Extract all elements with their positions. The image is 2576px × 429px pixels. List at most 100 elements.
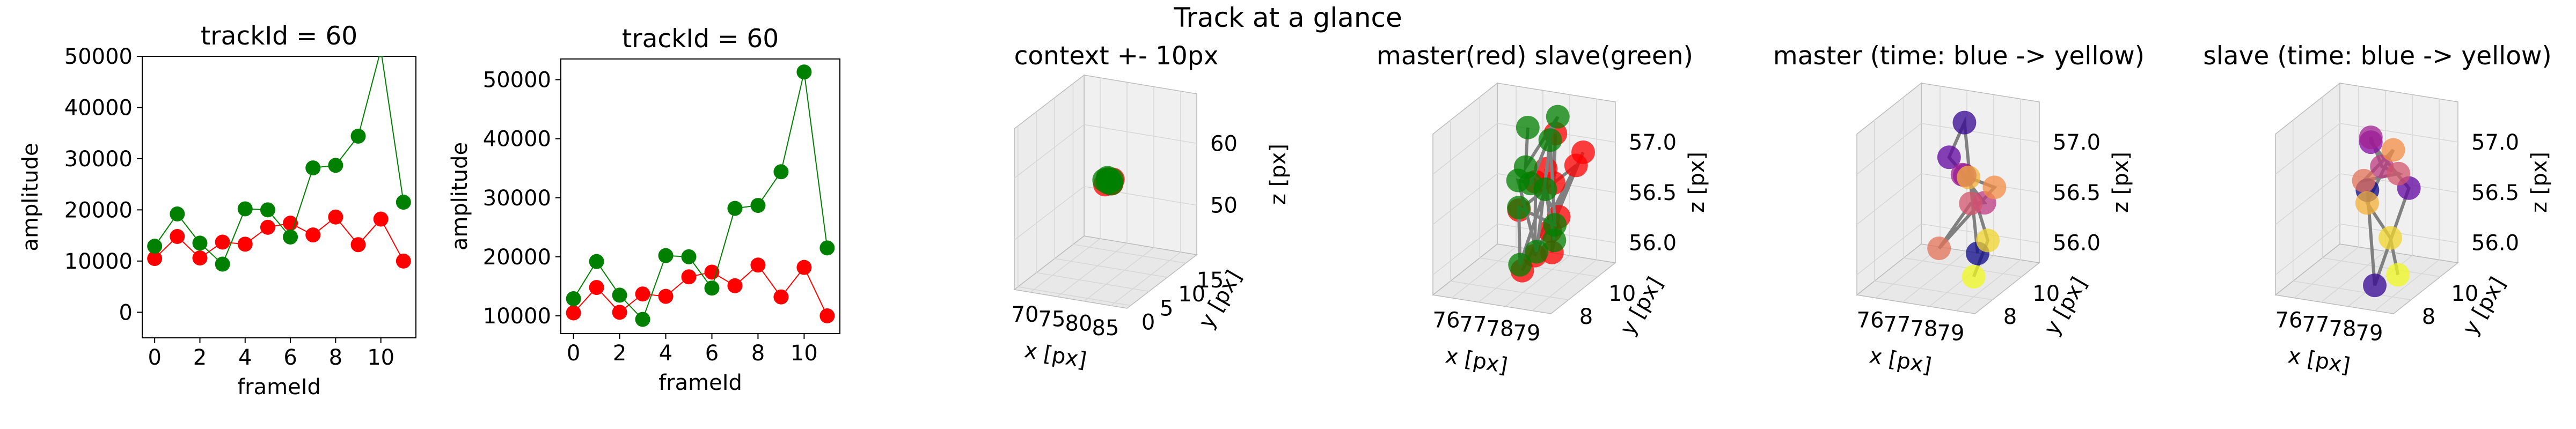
- grid-line: [1956, 99, 2021, 312]
- y-tick-label: 30000: [483, 186, 551, 211]
- x-tick-label: 77: [1460, 313, 1487, 337]
- x-tick-label: 4: [238, 345, 252, 370]
- line-chart-1: 0 2 4 6 8 10 10000 20000 30000 40000 50000 trackId …: [448, 24, 840, 395]
- grid-line: [1874, 120, 1993, 300]
- data-point: [2387, 161, 2411, 186]
- grid-line: [2374, 99, 2440, 312]
- data-point: [635, 286, 650, 302]
- z-tick-label: 60: [1210, 131, 1238, 156]
- z-tick-label: 56.5: [2053, 181, 2101, 205]
- grid-line: [1432, 123, 1616, 175]
- figure-suptitle: Track at a glance: [1173, 2, 1402, 33]
- y-tick-label: 10: [1608, 282, 1636, 306]
- y-tick-label: 10000: [64, 249, 133, 274]
- z-tick-label: 50: [1210, 194, 1238, 218]
- data-point: [215, 234, 230, 250]
- data-point: [566, 291, 581, 307]
- data-point: [1507, 196, 1531, 220]
- data-point: [819, 240, 835, 256]
- x-tick-label: 2: [193, 345, 207, 370]
- y-tick-label: 10: [2451, 282, 2478, 306]
- data-point: [681, 269, 697, 285]
- y-tick-label: 0: [1141, 310, 1155, 335]
- grid-line: [1030, 78, 1101, 293]
- data-point: [396, 253, 411, 269]
- z-tick-label: 57.0: [1629, 130, 1677, 155]
- data-point: [2359, 125, 2383, 150]
- data-point: [658, 248, 674, 263]
- x-tick-label: 8: [329, 345, 342, 370]
- data-point: [727, 278, 743, 293]
- x-tick-label: 78: [1487, 316, 1514, 341]
- z-axis-label: z [px]: [2109, 152, 2133, 213]
- data-point: [237, 201, 253, 217]
- data-point: [2381, 138, 2405, 162]
- plot-frame: [560, 58, 840, 334]
- y-tick-label: 40000: [483, 127, 551, 152]
- x-tick-label: 80: [1065, 312, 1093, 336]
- z-axis-label: z [px]: [1266, 144, 1291, 205]
- data-point: [170, 206, 185, 221]
- grid-line: [1036, 112, 1150, 292]
- z-tick-label: 56.0: [2053, 231, 2101, 256]
- x-axis-label: x [px]: [2286, 343, 2352, 379]
- data-point: [373, 211, 389, 227]
- data-point: [170, 229, 185, 244]
- x-tick-label: 79: [1937, 321, 1965, 345]
- data-point: [727, 201, 743, 216]
- data-point: [260, 202, 275, 218]
- data-point: [1982, 175, 2007, 199]
- grid-line: [1014, 186, 1197, 241]
- grid-line: [2275, 223, 2458, 276]
- line-chart-0: 0 2 4 6 8 10 0 10000 20000 30000 40000 50000 trackId…: [18, 21, 416, 400]
- data-point: [237, 236, 253, 252]
- grid-line: [1451, 86, 1517, 299]
- data-point: [305, 160, 321, 176]
- chart-title: master(red) slave(green): [1377, 41, 1693, 71]
- grid-line: [1084, 86, 1154, 302]
- x-tick-label: 85: [1092, 316, 1119, 341]
- data-point: [1959, 191, 1983, 216]
- data-point: [192, 250, 208, 266]
- y-axis-label: amplitude: [448, 142, 472, 250]
- data-point: [1937, 145, 1961, 169]
- x-axis-label: x [px]: [1444, 343, 1510, 379]
- x-tick-label: 76: [1857, 308, 1884, 333]
- grid-line: [1450, 120, 1569, 300]
- grid-line: [1432, 223, 1616, 276]
- grid-line: [1110, 91, 1181, 306]
- series-line-1: [154, 56, 404, 265]
- y-tick-label: 5: [1160, 296, 1173, 321]
- grid-line: [1505, 94, 1570, 307]
- x-tick-label: 77: [1884, 313, 1911, 337]
- chart-title: context +- 10px: [1014, 41, 1219, 71]
- z-tick-label: 56.5: [2471, 181, 2519, 205]
- grid-line: [1014, 124, 1197, 179]
- x-tick-label: 0: [567, 341, 580, 366]
- data-point: [589, 280, 604, 295]
- grid-line: [1054, 98, 1168, 278]
- data-point: [1525, 240, 1549, 264]
- data-point: [796, 260, 812, 275]
- data-point: [1538, 128, 1562, 152]
- grid-line: [1432, 173, 1616, 225]
- data-point: [1927, 236, 1951, 261]
- x-tick-label: 76: [1433, 308, 1460, 333]
- z-axis-label: z [px]: [2527, 152, 2552, 213]
- y-tick-label: 50000: [64, 45, 133, 69]
- x-tick-label: 6: [705, 341, 719, 366]
- data-point: [2363, 273, 2387, 298]
- data-point: [396, 195, 411, 210]
- data-point: [658, 289, 674, 304]
- data-point: [681, 249, 697, 264]
- x-tick-label: 8: [751, 341, 765, 366]
- chart-title: slave (time: blue -> yellow): [2203, 41, 2552, 71]
- y-tick-label: 0: [119, 300, 133, 325]
- grid-line: [1856, 123, 2040, 175]
- grid-line: [1479, 97, 1598, 277]
- y-tick-label: 10000: [483, 304, 551, 329]
- data-point: [260, 219, 275, 235]
